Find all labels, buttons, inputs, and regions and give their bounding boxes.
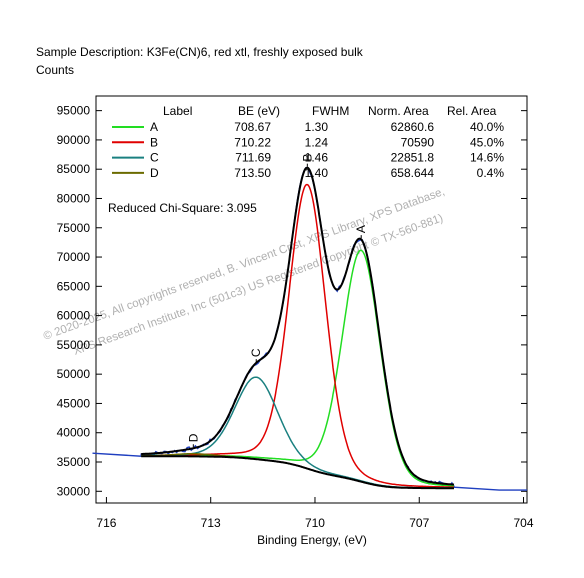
x-axis: 716 713 710 707 704 [96, 497, 534, 530]
table-cell: D [150, 166, 159, 180]
table-cell: C [150, 151, 159, 165]
x-tick-label: 713 [201, 516, 221, 530]
y-tick-label: 65000 [57, 279, 91, 293]
table-cell: 708.67 [234, 120, 271, 134]
table-cell: 40.0% [470, 120, 504, 134]
table-header: Norm. Area [368, 104, 429, 118]
table-cell: 658.644 [391, 166, 435, 180]
plot-frame [95, 95, 528, 504]
peak-label-c: C [249, 348, 263, 357]
y-tick-label: 90000 [57, 133, 91, 147]
peak-label-b: B [300, 154, 314, 162]
table-cell: 1.30 [305, 120, 329, 134]
peak-d-line [141, 453, 454, 489]
x-tick-label: 716 [96, 516, 116, 530]
table-cell: 14.6% [470, 151, 504, 165]
table-header: Label [163, 104, 192, 118]
y-tick-label: 35000 [57, 455, 91, 469]
x-tick-label: 704 [514, 516, 534, 530]
y-axis-title: Counts [36, 63, 75, 77]
y-tick-label: 60000 [57, 309, 91, 323]
y-axis: 30000 35000 40000 45000 50000 55000 60000 65000… [57, 104, 527, 498]
table-cell: 45.0% [470, 135, 504, 149]
sample-description: Sample Description: K3Fe(CN)6, red xtl, … [36, 45, 363, 59]
y-tick-label: 40000 [57, 426, 91, 440]
table-cell: 1.40 [305, 166, 329, 180]
table-cell: 711.69 [235, 151, 271, 165]
watermark-line-2: XPS Research Institute, Inc (501c3) US R… [72, 212, 445, 358]
y-tick-label: 45000 [57, 396, 91, 410]
y-tick-label: 30000 [57, 484, 91, 498]
table-header: FWHM [312, 104, 349, 118]
x-tick-label: 707 [409, 516, 429, 530]
table-cell: 1.46 [305, 151, 329, 165]
y-tick-label: 70000 [57, 250, 91, 264]
peak-labels: A B C D [186, 154, 368, 448]
y-tick-label: 95000 [57, 104, 91, 118]
y-tick-label: 75000 [57, 221, 91, 235]
table-cell: 62860.6 [391, 120, 435, 134]
raw-data-line [92, 167, 527, 491]
y-tick-label: 80000 [57, 191, 91, 205]
peak-label-a: A [354, 225, 368, 233]
chi-square-label: Reduced Chi-Square: 3.095 [108, 201, 257, 215]
peak-b-line [141, 183, 455, 488]
table-cell: 710.22 [234, 135, 271, 149]
y-tick-label: 50000 [57, 367, 91, 381]
table-cell: B [150, 135, 158, 149]
x-tick-label: 710 [305, 516, 325, 530]
y-tick-label: 85000 [57, 162, 91, 176]
table-cell: A [150, 120, 158, 134]
peak-c-line [141, 376, 454, 489]
envelope-line [141, 166, 455, 486]
legend-table: Label BE (eV) FWHM Norm. Area Rel. Area A 708.… [112, 104, 504, 180]
table-cell: 1.24 [305, 135, 329, 149]
table-header: BE (eV) [238, 104, 280, 118]
peak-label-d: D [186, 433, 200, 442]
y-tick-label: 55000 [57, 338, 91, 352]
table-cell: 0.4% [477, 166, 505, 180]
background-line [141, 455, 454, 490]
table-cell: 713.50 [234, 166, 271, 180]
table-cell: 22851.8 [391, 151, 435, 165]
x-axis-title: Binding Energy, (eV) [257, 533, 367, 547]
spectrum-lines [92, 166, 527, 491]
table-header: Rel. Area [447, 104, 497, 118]
table-cell: 70590 [401, 135, 435, 149]
